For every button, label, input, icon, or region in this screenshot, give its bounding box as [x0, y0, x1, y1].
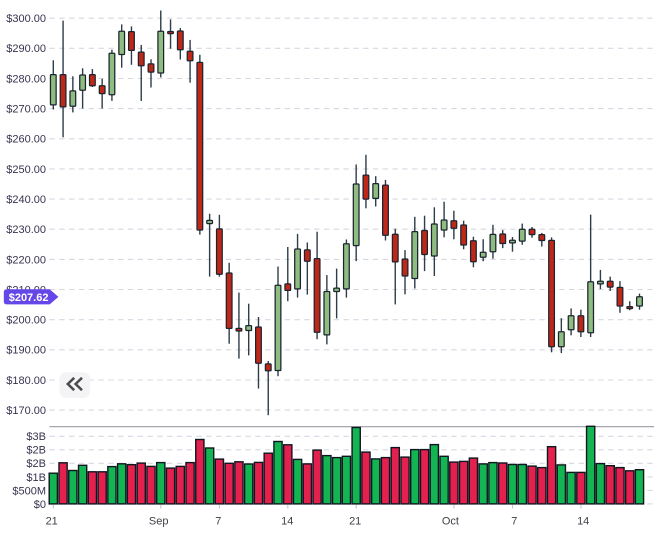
svg-text:$240.00: $240.00	[6, 194, 46, 206]
svg-text:$0: $0	[34, 499, 46, 511]
svg-text:$260.00: $260.00	[6, 134, 46, 146]
svg-text:$270.00: $270.00	[6, 104, 46, 116]
svg-text:7: 7	[215, 516, 221, 528]
svg-text:$280.00: $280.00	[6, 73, 46, 85]
svg-text:$230.00: $230.00	[6, 224, 46, 236]
svg-text:$2B: $2B	[26, 458, 46, 470]
svg-text:$180.00: $180.00	[6, 375, 46, 387]
svg-text:14: 14	[577, 516, 589, 528]
svg-text:$250.00: $250.00	[6, 164, 46, 176]
svg-text:$200.00: $200.00	[6, 315, 46, 327]
svg-text:$3B: $3B	[26, 431, 46, 443]
svg-text:$207.62: $207.62	[9, 292, 49, 304]
svg-text:$500M: $500M	[12, 485, 46, 497]
svg-text:Oct: Oct	[442, 516, 459, 528]
svg-text:$1B: $1B	[26, 472, 46, 484]
svg-text:14: 14	[281, 516, 293, 528]
svg-text:$290.00: $290.00	[6, 43, 46, 55]
svg-text:$190.00: $190.00	[6, 345, 46, 357]
svg-text:21: 21	[46, 516, 58, 528]
svg-text:$220.00: $220.00	[6, 254, 46, 266]
svg-text:21: 21	[349, 516, 361, 528]
svg-text:$300.00: $300.00	[6, 13, 46, 25]
svg-text:Sep: Sep	[149, 516, 169, 528]
svg-text:7: 7	[511, 516, 517, 528]
svg-text:$2B: $2B	[26, 445, 46, 457]
svg-text:$170.00: $170.00	[6, 405, 46, 417]
